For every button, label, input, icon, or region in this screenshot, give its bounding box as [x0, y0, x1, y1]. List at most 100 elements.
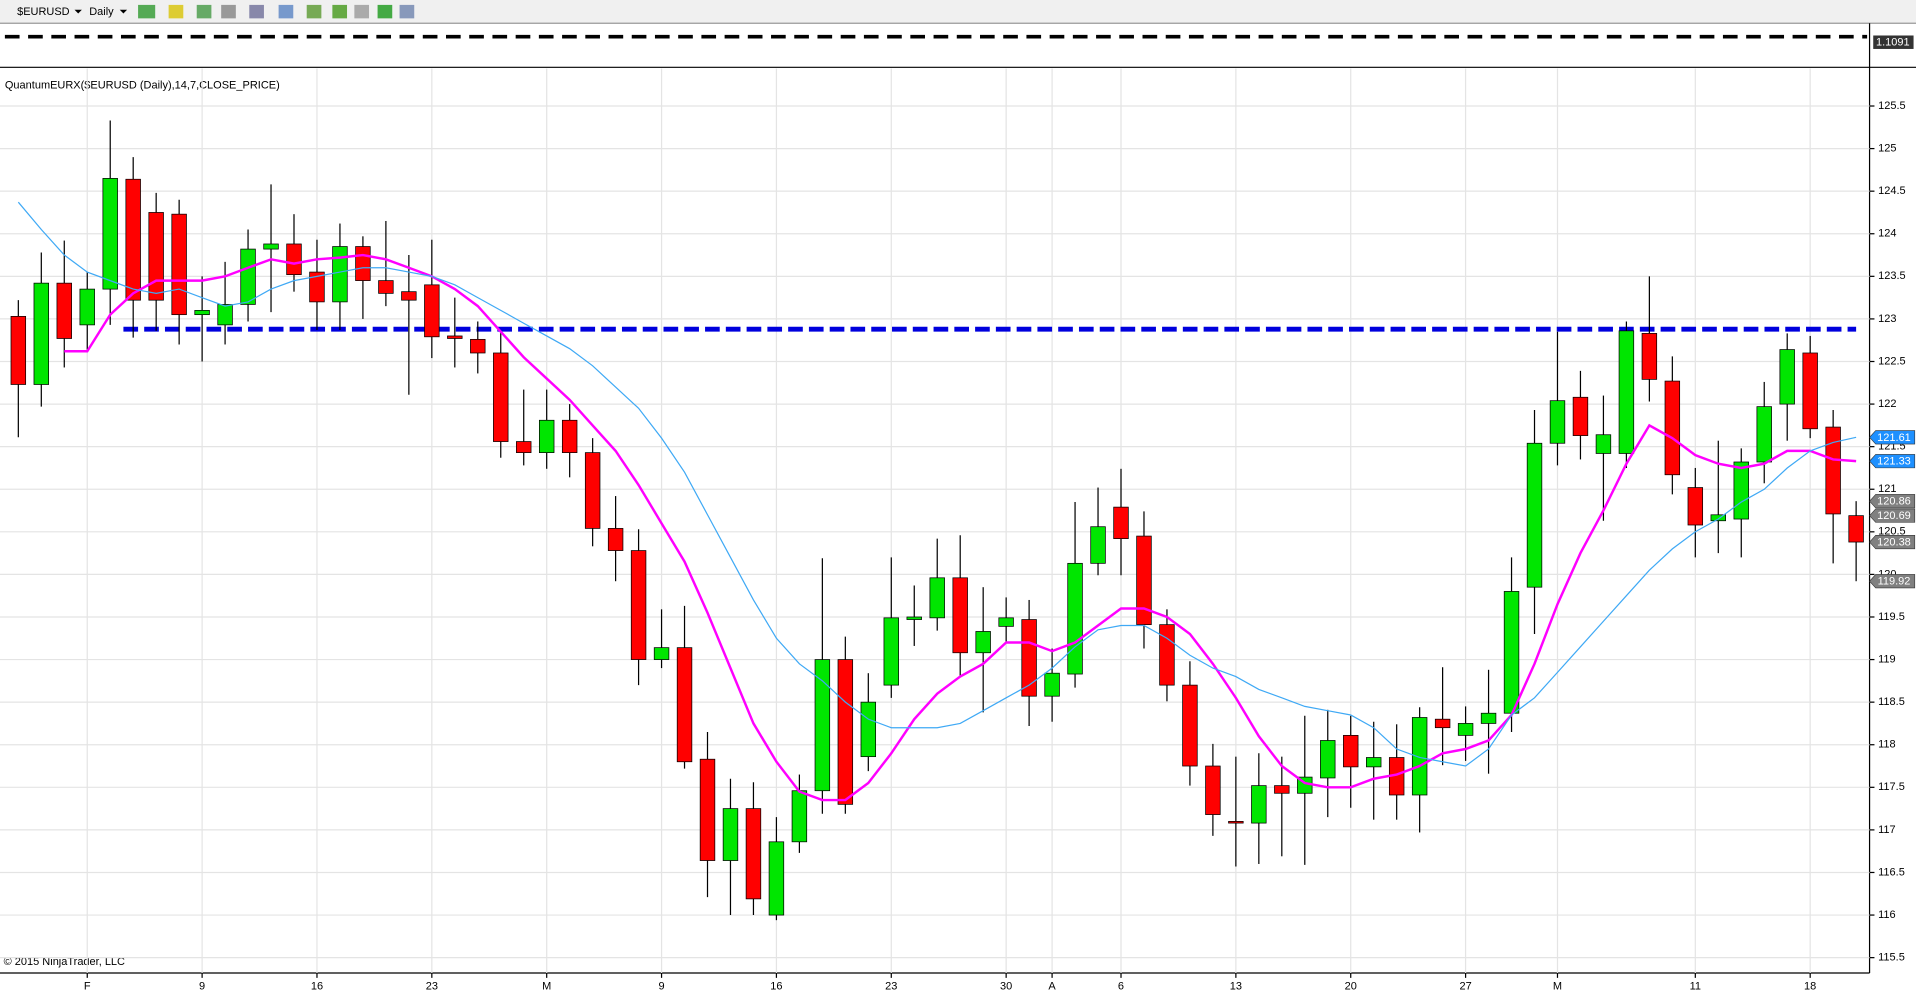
x-tick-label: 13	[1230, 980, 1242, 992]
candle-body	[79, 288, 95, 326]
dropdown-arrow[interactable]	[119, 9, 128, 14]
price-marker-label: 120.86	[1877, 496, 1911, 508]
icon[interactable]	[249, 4, 264, 19]
candle-body	[975, 631, 991, 654]
candle-body	[1343, 734, 1359, 768]
price-marker	[1869, 508, 1916, 523]
y-tick-label: 116	[1878, 909, 1896, 921]
candle-body	[1021, 619, 1037, 697]
icon[interactable]	[168, 4, 184, 19]
toolbar-icons[interactable]	[138, 4, 415, 19]
y-tick-label: 125	[1878, 142, 1896, 154]
candle-body	[1595, 434, 1612, 454]
x-tick-label: 11	[1690, 980, 1701, 992]
icon[interactable]	[354, 4, 370, 19]
candle-body	[814, 659, 831, 792]
period-selector[interactable]: Daily	[89, 6, 114, 18]
candle-body	[102, 178, 118, 290]
candle-body	[1067, 562, 1083, 675]
candle-body	[745, 808, 762, 900]
y-tick-label: 117.5	[1878, 781, 1905, 793]
price-marker-label: 120.38	[1877, 537, 1911, 549]
candle-body	[217, 304, 233, 326]
price-marker	[1869, 454, 1916, 469]
candle-body	[653, 647, 670, 660]
y-tick-label: 121	[1878, 483, 1896, 495]
candle-body	[929, 577, 945, 619]
candle-body	[584, 452, 601, 529]
y-tick-label: 118.5	[1878, 696, 1905, 708]
candle-body	[1641, 333, 1658, 380]
top-panel-marker	[1873, 35, 1914, 49]
candle-body	[401, 291, 417, 301]
candle-body	[1802, 352, 1818, 430]
candle-body	[447, 335, 463, 339]
y-tick-label: 123.5	[1878, 270, 1906, 282]
symbol-selector[interactable]: $EURUSD	[17, 6, 70, 18]
price-marker-label: 120.69	[1877, 510, 1911, 522]
y-tick-label: 118	[1878, 739, 1896, 751]
candle-body	[1779, 349, 1795, 405]
icon[interactable]	[332, 4, 348, 19]
candle-body	[1618, 330, 1635, 454]
y-tick-label: 123	[1878, 313, 1896, 325]
x-tick-label: 16	[311, 980, 323, 992]
candle-body	[1136, 535, 1152, 626]
candle-body	[194, 310, 210, 316]
icon[interactable]	[196, 4, 212, 19]
candle-body	[860, 701, 877, 758]
y-tick-label: 122.5	[1878, 355, 1906, 367]
y-tick-label: 115.5	[1878, 952, 1905, 964]
candle-body	[378, 280, 394, 294]
x-tick-label: 18	[1804, 980, 1816, 992]
candle-body	[1503, 591, 1520, 714]
candle-body	[1480, 712, 1497, 724]
candle-body	[56, 282, 72, 339]
candle-body	[837, 659, 854, 805]
icon[interactable]	[306, 4, 322, 19]
price-marker-label: 121.61	[1877, 432, 1911, 444]
candle-body	[1228, 821, 1244, 824]
candle-body	[240, 248, 256, 305]
candle-body	[1366, 757, 1382, 768]
candle-body	[1320, 740, 1336, 779]
candle-body	[1848, 515, 1864, 543]
price-marker	[1869, 574, 1916, 589]
candle-body	[424, 284, 440, 338]
candle-body	[493, 352, 509, 442]
price-marker-label: 119.92	[1878, 576, 1911, 588]
candle-body	[1251, 785, 1267, 824]
candle-body	[171, 213, 187, 316]
x-tick-label: F	[84, 980, 91, 992]
dropdown-arrow[interactable]	[74, 9, 82, 14]
candle-body	[1526, 442, 1543, 588]
candle-body	[332, 246, 348, 303]
icon[interactable]	[221, 4, 236, 19]
icon[interactable]	[377, 4, 393, 19]
candle-body	[630, 550, 647, 660]
candle-body	[1182, 684, 1198, 767]
candle-body	[1434, 718, 1451, 729]
y-tick-label: 120.5	[1878, 526, 1906, 538]
candle-body	[125, 178, 141, 301]
candle-body	[1710, 514, 1726, 522]
y-tick-label: 125.5	[1878, 100, 1906, 112]
x-tick-label: M	[542, 980, 551, 992]
candle-body	[1825, 426, 1841, 515]
y-tick-label: 117	[1878, 824, 1896, 836]
candle-body	[998, 617, 1014, 627]
icon[interactable]	[278, 4, 294, 19]
icon[interactable]	[138, 4, 156, 19]
candle-body	[10, 315, 27, 385]
candle-body	[1159, 624, 1175, 686]
candle-body	[355, 246, 371, 281]
moving-average-line	[64, 253, 1857, 802]
candle-body	[148, 212, 164, 301]
icon[interactable]	[399, 4, 415, 19]
candle-body	[1113, 506, 1129, 540]
candle-body	[952, 577, 968, 654]
x-tick-label: 20	[1345, 980, 1357, 992]
x-tick-label: 27	[1459, 980, 1471, 992]
